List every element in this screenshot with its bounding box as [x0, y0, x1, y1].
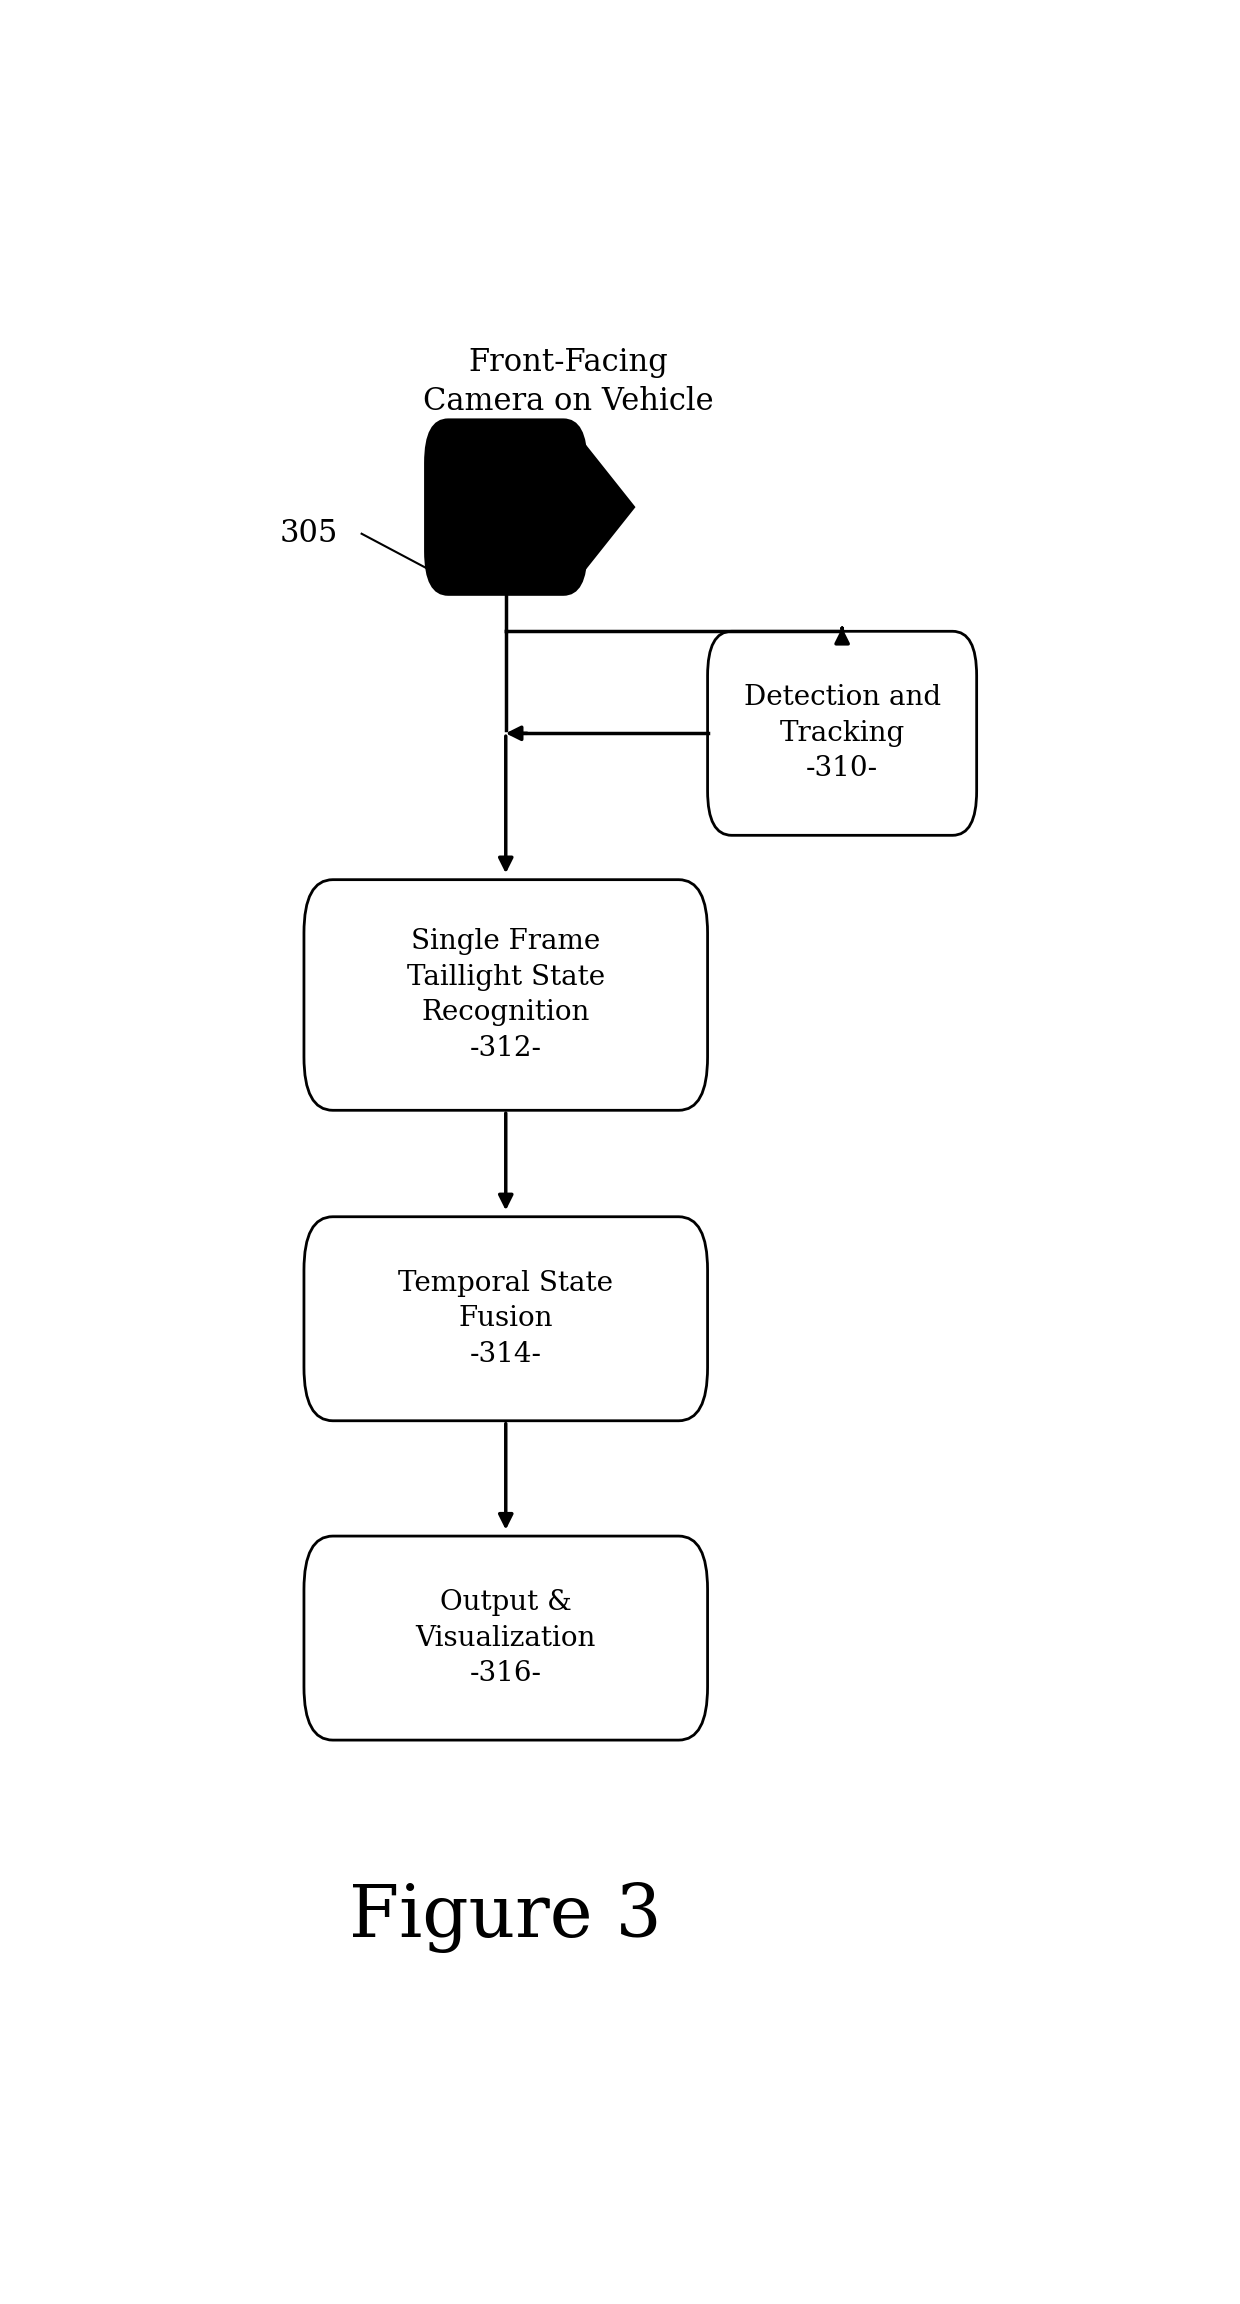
FancyBboxPatch shape — [304, 1537, 708, 1740]
FancyBboxPatch shape — [424, 419, 588, 597]
Text: Front-Facing
Camera on Vehicle: Front-Facing Camera on Vehicle — [423, 348, 713, 417]
FancyBboxPatch shape — [304, 880, 708, 1111]
Text: Temporal State
Fusion
-314-: Temporal State Fusion -314- — [398, 1270, 614, 1369]
Text: Detection and
Tracking
-310-: Detection and Tracking -310- — [744, 684, 941, 781]
Text: 305: 305 — [279, 518, 337, 548]
Text: Output &
Visualization
-316-: Output & Visualization -316- — [415, 1590, 596, 1687]
Polygon shape — [583, 440, 635, 574]
FancyBboxPatch shape — [304, 1217, 708, 1422]
Text: Figure 3: Figure 3 — [350, 1882, 662, 1954]
FancyBboxPatch shape — [708, 631, 977, 836]
Text: Single Frame
Taillight State
Recognition
-312-: Single Frame Taillight State Recognition… — [407, 929, 605, 1062]
